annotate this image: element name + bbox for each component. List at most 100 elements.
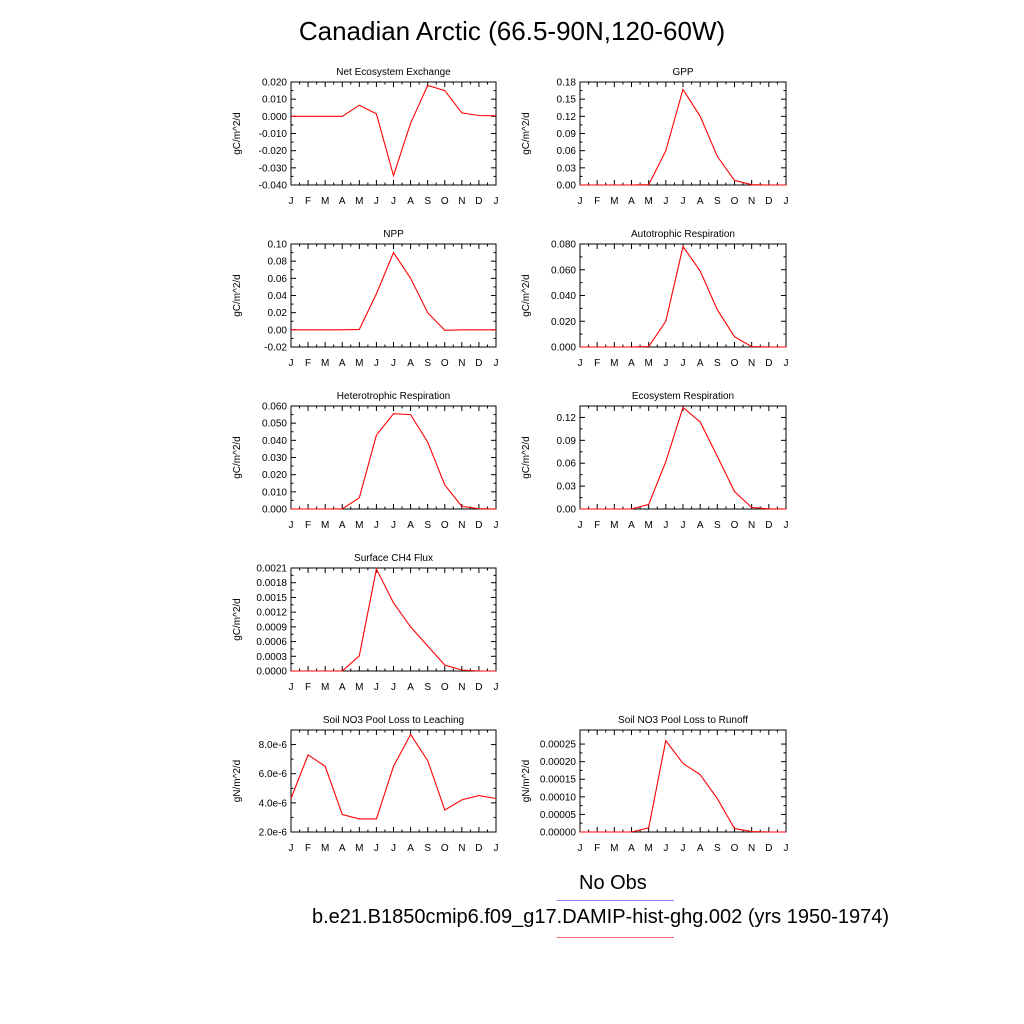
- x-tick-label: D: [765, 843, 772, 854]
- plot-frame: [290, 567, 497, 672]
- x-tick-label: M: [355, 196, 363, 207]
- x-tick-label: D: [475, 520, 482, 531]
- x-tick-label: J: [494, 196, 499, 207]
- plot-frame: [290, 729, 497, 833]
- y-tick-label: 0.0021: [256, 564, 287, 575]
- y-tick-label: 0.06: [268, 274, 288, 285]
- series-line: [290, 733, 497, 820]
- x-tick-label: N: [748, 358, 755, 369]
- x-tick-label: M: [644, 358, 652, 369]
- y-axis-label: gN/m^2/d: [521, 760, 532, 803]
- plot-frame: [579, 243, 787, 348]
- x-tick-label: M: [610, 358, 618, 369]
- y-tick-label: 0.010: [262, 95, 287, 106]
- y-axis-label: gC/m^2/d: [232, 598, 243, 641]
- x-tick-label: A: [339, 843, 346, 854]
- x-tick-label: J: [578, 520, 583, 531]
- y-axis-label: gC/m^2/d: [521, 112, 532, 155]
- x-tick-label: D: [475, 843, 482, 854]
- x-tick-label: A: [697, 358, 704, 369]
- plot-frame: [290, 81, 497, 186]
- x-tick-label: A: [628, 196, 635, 207]
- series-line: [580, 739, 786, 833]
- x-tick-label: J: [784, 520, 789, 531]
- y-tick-label: 0.12: [557, 112, 577, 123]
- y-tick-label: 0.020: [262, 470, 287, 481]
- y-tick-label: 0.08: [268, 257, 288, 268]
- x-tick-label: D: [475, 358, 482, 369]
- series-line: [291, 84, 497, 178]
- chart-title: Ecosystem Respiration: [632, 391, 734, 402]
- x-tick-label: J: [289, 843, 294, 854]
- x-tick-label: J: [681, 358, 686, 369]
- x-tick-label: O: [731, 843, 739, 854]
- x-tick-label: A: [628, 520, 635, 531]
- x-tick-label: O: [441, 520, 449, 531]
- y-tick-label: 0.15: [557, 95, 577, 106]
- y-tick-label: 0.000: [551, 343, 576, 354]
- y-tick-label: 0.060: [551, 265, 576, 276]
- x-tick-label: S: [714, 358, 721, 369]
- x-tick-label: D: [475, 196, 482, 207]
- x-tick-label: A: [697, 196, 704, 207]
- plot-frame: [290, 243, 497, 348]
- y-tick-label: 0.00000: [540, 828, 577, 839]
- chart-title: Soil NO3 Pool Loss to Runoff: [618, 715, 748, 726]
- x-tick-label: A: [628, 358, 635, 369]
- x-tick-label: F: [594, 520, 600, 531]
- y-tick-label: 0.02: [268, 308, 288, 319]
- x-tick-label: J: [374, 520, 379, 531]
- x-tick-label: S: [424, 196, 431, 207]
- x-tick-label: N: [458, 843, 465, 854]
- x-tick-label: S: [424, 843, 431, 854]
- plot-frame: [579, 405, 787, 510]
- y-tick-label: 0.06: [557, 459, 577, 470]
- y-tick-label: 0.00025: [540, 740, 577, 751]
- plot-frame: [579, 729, 787, 833]
- chart-title: Autotrophic Respiration: [631, 229, 735, 240]
- x-tick-label: J: [374, 196, 379, 207]
- x-tick-label: M: [644, 196, 652, 207]
- x-tick-label: J: [374, 843, 379, 854]
- x-tick-label: F: [305, 358, 311, 369]
- y-tick-label: 0.0018: [256, 578, 287, 589]
- x-tick-label: M: [355, 843, 363, 854]
- x-tick-label: S: [424, 358, 431, 369]
- y-tick-label: -0.040: [259, 181, 288, 192]
- x-tick-label: J: [391, 682, 396, 693]
- y-tick-label: 0.0006: [256, 637, 287, 648]
- x-tick-label: M: [610, 520, 618, 531]
- x-tick-label: M: [321, 520, 329, 531]
- y-tick-label: -0.010: [259, 129, 288, 140]
- x-tick-label: A: [407, 520, 414, 531]
- series-line: [580, 245, 786, 348]
- y-tick-label: 4.0e-6: [259, 798, 288, 809]
- y-tick-label: 0.09: [557, 436, 577, 447]
- y-tick-label: 6.0e-6: [259, 769, 288, 780]
- series-line: [580, 88, 786, 186]
- y-tick-label: 0.020: [262, 78, 287, 89]
- series-line: [291, 413, 497, 510]
- x-tick-label: J: [784, 843, 789, 854]
- chart-title: Heterotrophic Respiration: [337, 391, 450, 402]
- y-tick-label: 0.030: [262, 453, 287, 464]
- x-tick-label: M: [355, 358, 363, 369]
- x-tick-label: J: [578, 358, 583, 369]
- x-tick-label: S: [424, 520, 431, 531]
- x-tick-label: M: [644, 520, 652, 531]
- x-tick-label: N: [458, 358, 465, 369]
- y-tick-label: 0.00020: [540, 757, 577, 768]
- x-tick-label: J: [663, 196, 668, 207]
- x-tick-label: N: [748, 843, 755, 854]
- x-tick-label: J: [289, 682, 294, 693]
- y-tick-label: 0.020: [551, 317, 576, 328]
- x-tick-label: D: [765, 358, 772, 369]
- x-tick-label: J: [494, 358, 499, 369]
- x-tick-label: J: [663, 520, 668, 531]
- legend-line-obs: [557, 900, 674, 901]
- y-tick-label: 0.12: [557, 413, 577, 424]
- x-tick-label: J: [374, 682, 379, 693]
- x-tick-label: D: [765, 196, 772, 207]
